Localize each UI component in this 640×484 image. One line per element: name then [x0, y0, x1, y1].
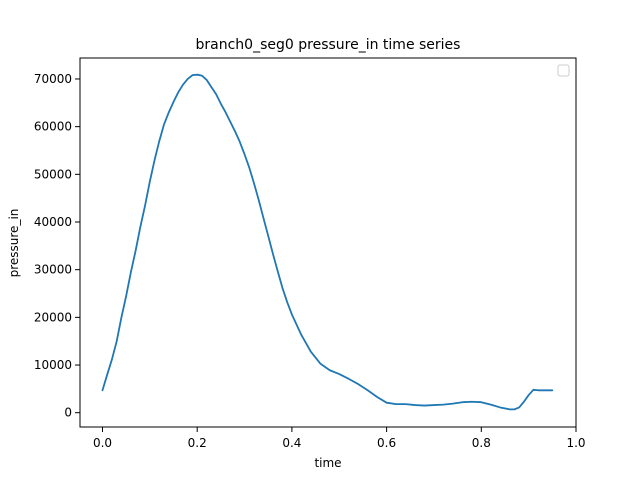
x-tick-label: 1.0 [566, 436, 585, 450]
y-tick-label: 40000 [34, 215, 72, 229]
y-tick-label: 10000 [34, 358, 72, 372]
y-tick-label: 20000 [34, 310, 72, 324]
y-tick-label: 60000 [34, 120, 72, 134]
y-axis-label: pressure_in [7, 209, 21, 278]
y-tick-label: 0 [64, 406, 72, 420]
chart-title: branch0_seg0 pressure_in time series [196, 37, 461, 53]
plot-area: 0.0 0.2 0.4 0.6 0.8 1.0 0 10000 20000 30000 40000… [34, 57, 586, 450]
legend-box [557, 64, 570, 77]
y-tick-label: 30000 [34, 263, 72, 277]
x-axis-label: time [314, 456, 341, 470]
x-tick-label: 0.8 [472, 436, 491, 450]
y-axis-ticks: 0 10000 20000 30000 40000 50000 60000 70000 [34, 72, 80, 420]
x-axis-ticks: 0.0 0.2 0.4 0.6 0.8 1.0 [93, 427, 586, 450]
series-layer [101, 73, 554, 411]
x-tick-label: 0.2 [188, 436, 207, 450]
y-tick-label: 50000 [34, 167, 72, 181]
y-tick-label: 70000 [34, 72, 72, 86]
x-tick-label: 0.0 [93, 436, 112, 450]
axes-frame [79, 57, 577, 428]
x-tick-label: 0.6 [377, 436, 396, 450]
x-tick-label: 0.4 [282, 436, 301, 450]
series-line [101, 73, 554, 411]
